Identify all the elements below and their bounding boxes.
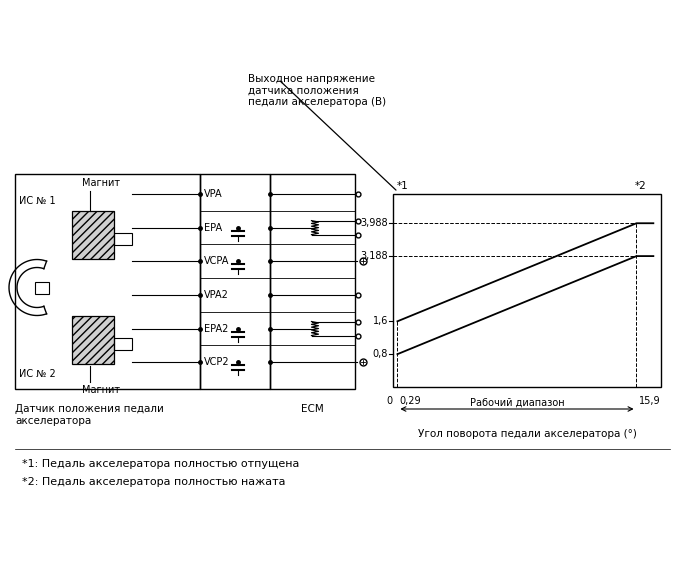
- Text: ECM: ECM: [301, 404, 324, 414]
- Bar: [15, 174, 200, 389]
- Bar: [35, 281, 49, 293]
- Text: *1: Педаль акселератора полностью отпущена: *1: Педаль акселератора полностью отпуще…: [22, 459, 299, 469]
- Text: 0,29: 0,29: [400, 396, 421, 406]
- Text: *2: *2: [635, 181, 647, 191]
- Text: ИС № 2: ИС № 2: [19, 369, 56, 379]
- Bar: [114, 338, 132, 350]
- Text: VCP2: VCP2: [204, 357, 230, 367]
- Text: VPA: VPA: [204, 189, 223, 199]
- Text: 3,988: 3,988: [360, 218, 388, 228]
- Bar: [72, 316, 114, 364]
- Text: EPA2: EPA2: [204, 324, 228, 333]
- Text: VCPA: VCPA: [204, 256, 229, 266]
- Text: ИС № 1: ИС № 1: [19, 196, 56, 206]
- Text: EPA: EPA: [204, 223, 222, 232]
- Bar: [114, 233, 132, 245]
- Text: *1: *1: [397, 181, 408, 191]
- Text: *2: Педаль акселератора полностью нажата: *2: Педаль акселератора полностью нажата: [22, 477, 286, 487]
- Text: Выходное напряжение
датчика положения
педали акселератора (В): Выходное напряжение датчика положения пе…: [248, 74, 386, 107]
- Text: Магнит: Магнит: [82, 385, 120, 395]
- Text: Рабочий диапазон: Рабочий диапазон: [470, 398, 564, 408]
- Text: 1,6: 1,6: [373, 316, 388, 327]
- Text: VPA2: VPA2: [204, 290, 229, 300]
- Text: 0: 0: [386, 396, 392, 406]
- Bar: [200, 174, 270, 389]
- Text: 0,8: 0,8: [373, 349, 388, 359]
- Bar: [393, 194, 661, 387]
- Text: Угол поворота педали акселератора (°): Угол поворота педали акселератора (°): [417, 429, 636, 439]
- Text: Магнит: Магнит: [82, 178, 120, 188]
- Text: 15,9: 15,9: [638, 396, 660, 406]
- Bar: [72, 211, 114, 259]
- Text: 3,188: 3,188: [360, 251, 388, 261]
- Text: Датчик положения педали
акселератора: Датчик положения педали акселератора: [15, 404, 164, 426]
- Bar: [270, 174, 355, 389]
